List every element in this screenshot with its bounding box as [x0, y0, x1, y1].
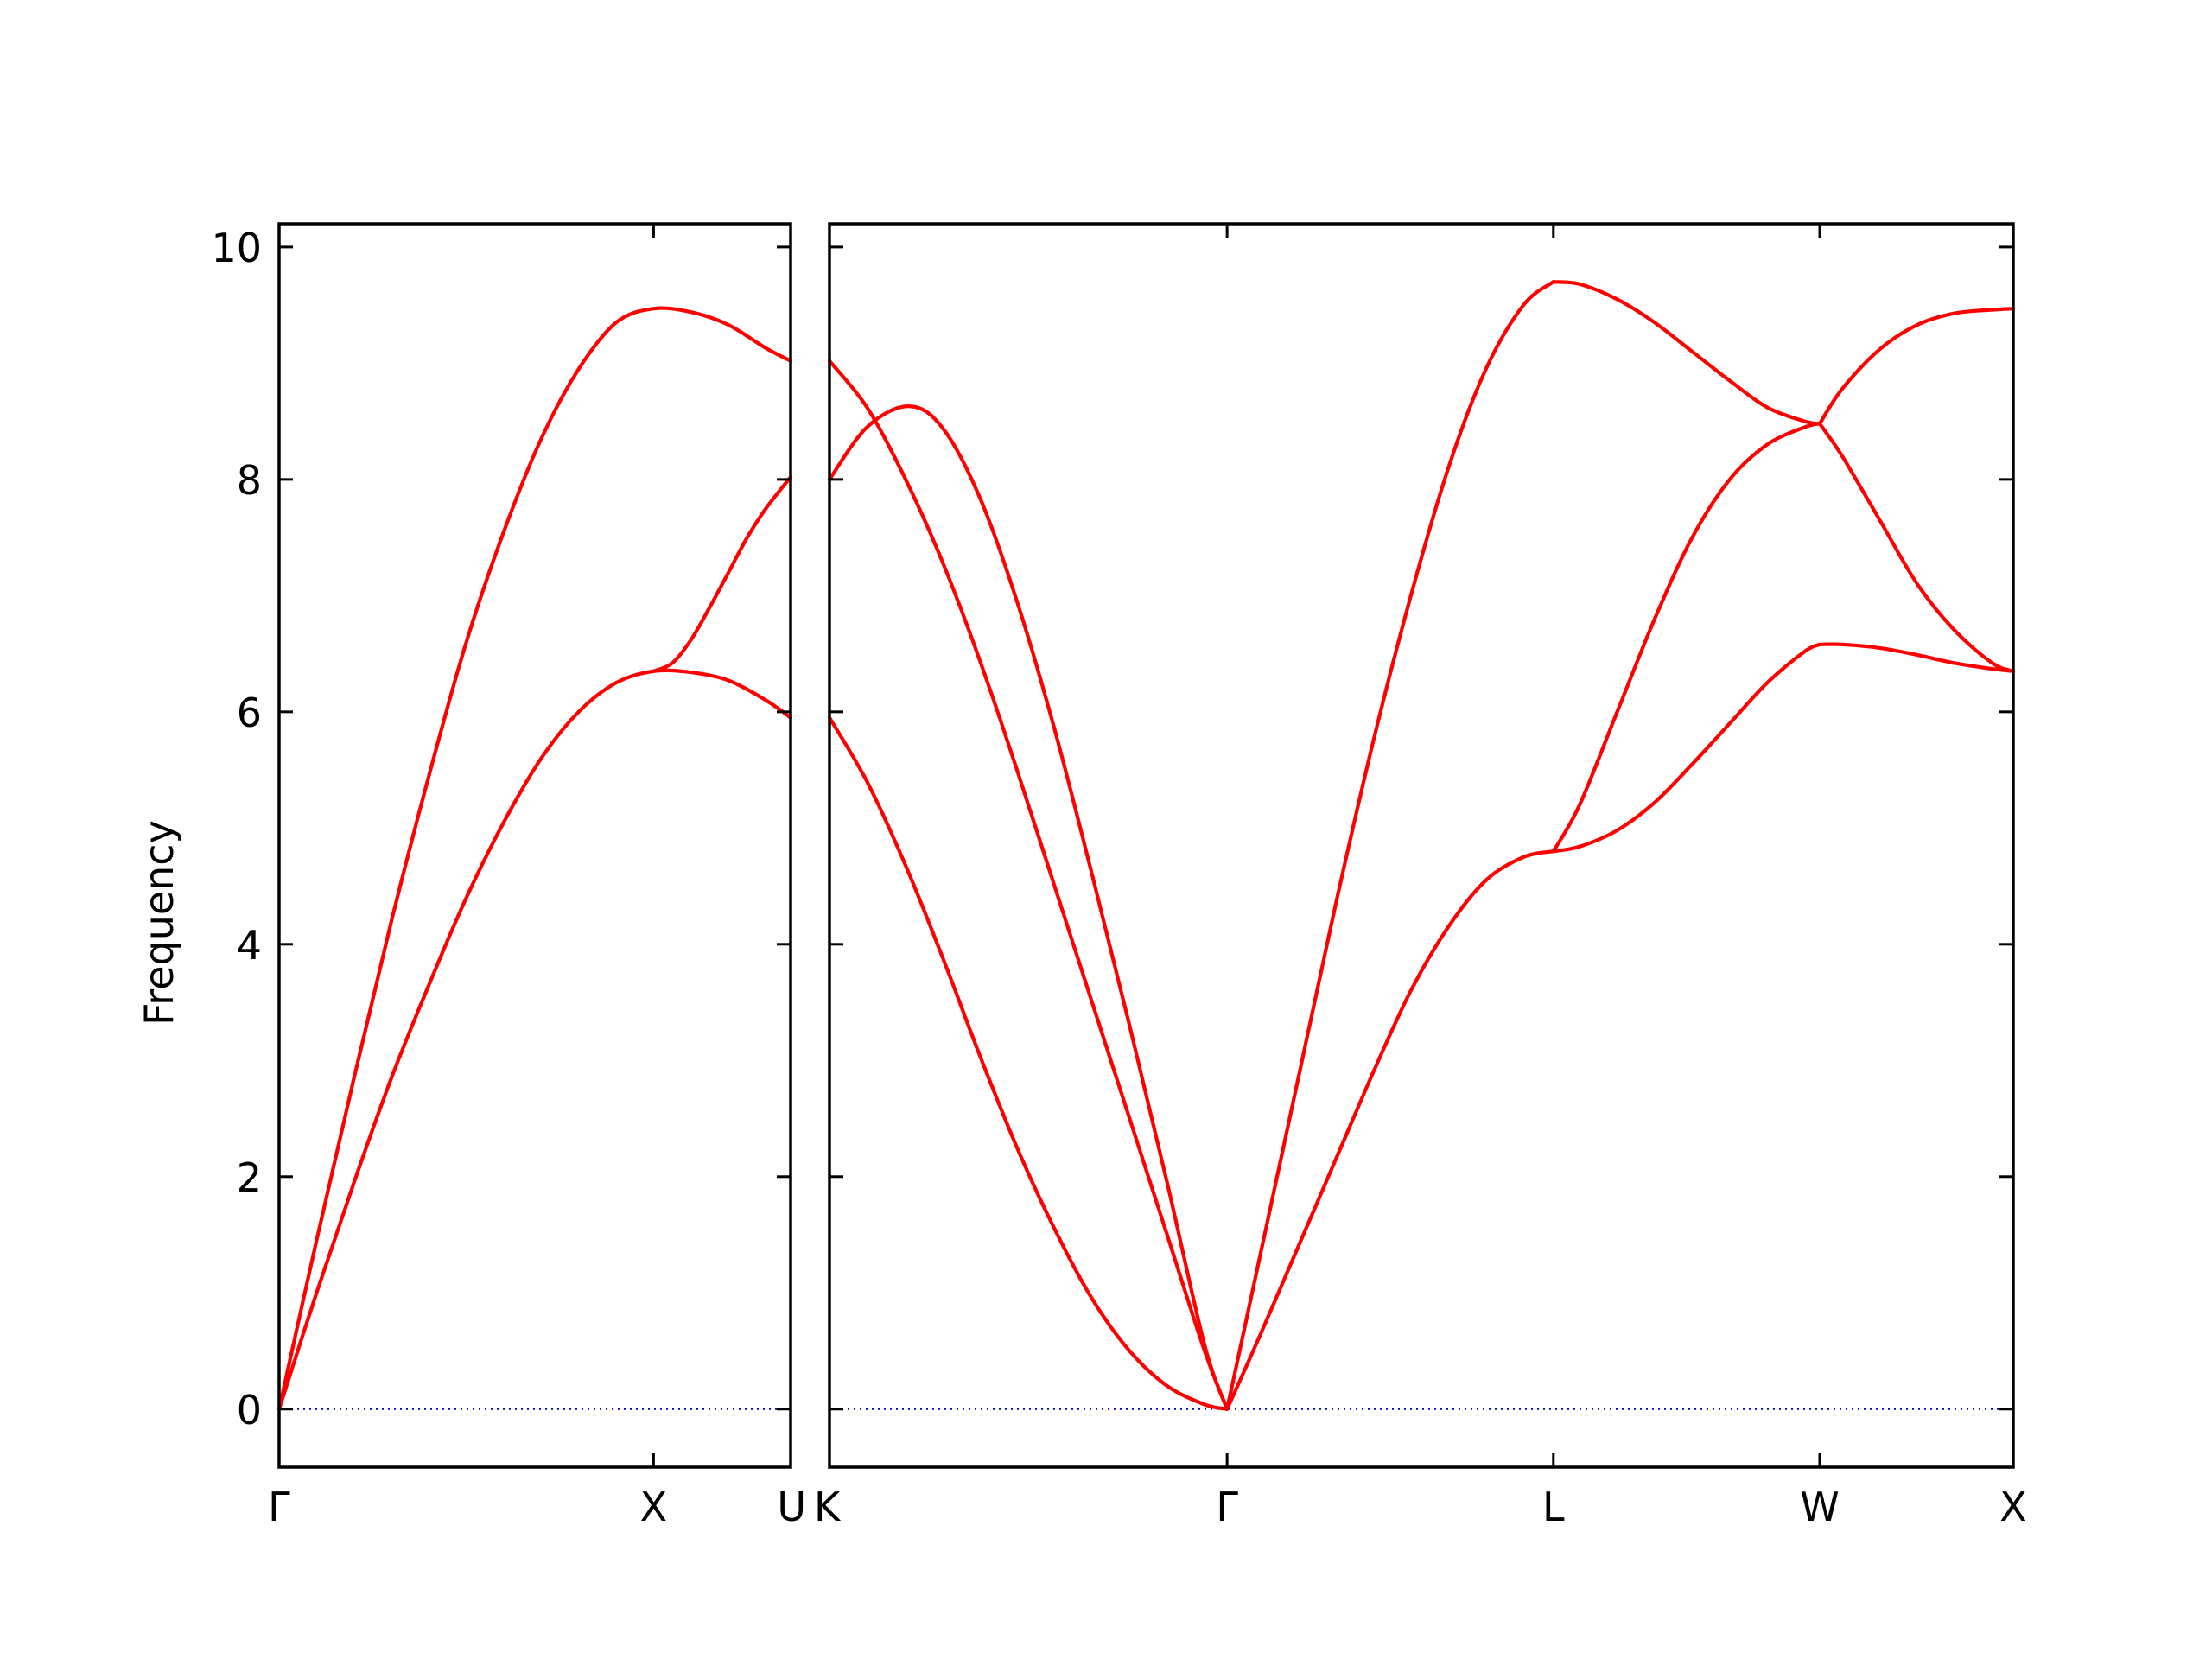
band-line-1-9 — [1817, 422, 2016, 673]
x-tick-label: X — [640, 1484, 668, 1530]
plot-frame — [828, 222, 2015, 1469]
band-line-1-6 — [1551, 422, 1822, 854]
band-line-0-1 — [276, 668, 793, 1411]
band-line-0-2 — [652, 475, 793, 673]
y-tick-label: 0 — [237, 1387, 262, 1433]
band-line-1-5 — [1551, 280, 1822, 426]
band-line-1-0 — [827, 359, 1230, 1411]
y-axis-label: Frequency — [136, 820, 182, 1026]
y-tick-label: 6 — [237, 690, 262, 736]
band-line-1-10 — [1817, 642, 2016, 673]
x-tick-label: W — [1800, 1484, 1839, 1530]
y-tick-label: 4 — [237, 922, 262, 969]
x-tick-label: Γ — [1216, 1484, 1238, 1530]
x-tick-label: L — [1542, 1484, 1565, 1530]
x-tick-label: Γ — [268, 1484, 290, 1530]
band-line-1-7 — [1551, 642, 1822, 854]
band-line-1-3 — [1225, 280, 1555, 1411]
band-line-0-0 — [276, 306, 793, 1411]
x-tick-label: K — [814, 1484, 842, 1530]
y-tick-label: 10 — [211, 225, 262, 271]
band-line-1-4 — [1225, 849, 1555, 1411]
y-tick-label: 8 — [237, 457, 262, 504]
x-tick-label: U — [777, 1484, 806, 1530]
x-tick-label: X — [1999, 1484, 2027, 1530]
y-tick-label: 2 — [237, 1154, 262, 1201]
band-line-1-1 — [827, 404, 1230, 1411]
band-line-1-2 — [827, 715, 1230, 1411]
plot-frame — [277, 222, 792, 1469]
panel-left: 0 2 4 6 8 10 Γ X U — [211, 222, 806, 1530]
band-line-1-8 — [1817, 307, 2016, 426]
